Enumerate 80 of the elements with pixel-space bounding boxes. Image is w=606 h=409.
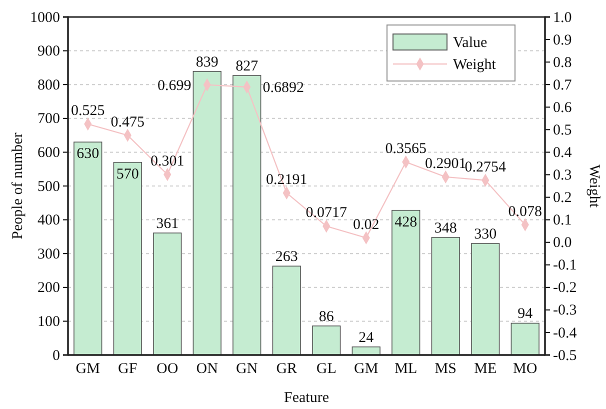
y-tick-label: 700 (38, 111, 60, 128)
x-tick-label: MO (513, 361, 538, 377)
y2-tick-label: -0.4 (553, 325, 578, 342)
y2-tick-label: -0.2 (553, 280, 577, 296)
y2-tick-label: 0.4 (553, 145, 572, 161)
y-tick-label: 1000 (30, 10, 60, 26)
bar (431, 236, 460, 356)
data-label: 0.525 (71, 103, 105, 120)
data-label: 0.475 (110, 114, 144, 130)
data-label: 428 (394, 214, 418, 230)
y-tick-label: 100 (38, 314, 60, 330)
y-tick-label: 200 (38, 280, 60, 296)
y2-tick-label: -0.3 (553, 302, 577, 319)
data-label: 0.6892 (262, 80, 304, 96)
x-tick-label: GM (76, 361, 100, 377)
y-tick-label: 800 (38, 77, 60, 94)
y-axis-title: People of number (10, 132, 26, 240)
data-label: 0.02 (353, 216, 380, 233)
bar (352, 346, 380, 356)
data-label: 839 (196, 54, 218, 70)
y2-tick-label: 0.9 (553, 32, 572, 48)
y2-tick-label: -0.1 (553, 258, 577, 274)
legend-label: Value (453, 35, 488, 51)
data-label: 570 (116, 166, 139, 182)
data-label: 0.2901 (425, 156, 466, 172)
bar (510, 322, 540, 356)
bar (113, 162, 142, 356)
y2-tick-label: 1.0 (553, 10, 572, 26)
y2-tick-label: -0.5 (553, 348, 577, 364)
data-label: 348 (434, 220, 457, 236)
y-tick-label: 500 (38, 178, 60, 195)
bar (272, 266, 301, 356)
data-label: 330 (474, 226, 497, 242)
x-tick-label: GN (236, 361, 258, 377)
data-label: 630 (76, 146, 100, 162)
y-tick-label: 300 (38, 246, 60, 262)
y2-tick-label: 0.5 (553, 122, 572, 138)
y2-tick-label: 0.7 (553, 77, 572, 94)
x-tick-label: GM (354, 361, 378, 377)
y2-axis-title: Weight (586, 164, 602, 208)
data-label: 0.3565 (385, 141, 426, 157)
x-axis-title: Feature (284, 390, 330, 406)
y2-tick-label: 0.0 (553, 235, 572, 252)
data-label: 263 (275, 249, 298, 266)
y-tick-label: 900 (38, 44, 60, 60)
bar (232, 75, 262, 356)
data-label: 827 (236, 58, 259, 74)
y2-tick-label: 0.3 (553, 168, 572, 184)
x-tick-label: ON (196, 361, 218, 377)
data-label: 0.0717 (306, 205, 348, 222)
bar (153, 232, 182, 356)
x-tick-label: OO (156, 361, 178, 377)
data-label: 0.2191 (266, 172, 308, 188)
x-tick-label: GR (276, 361, 298, 377)
data-label: 0.699 (157, 78, 192, 94)
y2-tick-label: 0.8 (553, 54, 572, 71)
y2-tick-label: 0.6 (553, 100, 572, 116)
y2-tick-label: 0.2 (553, 190, 572, 206)
data-label: 0.2754 (464, 159, 506, 176)
data-label: 24 (358, 330, 374, 346)
bar (392, 210, 420, 356)
data-label: 0.078 (508, 204, 542, 220)
x-tick-label: GF (118, 361, 138, 377)
x-tick-label: GL (316, 361, 336, 377)
bar (312, 326, 341, 356)
y-tick-label: 400 (38, 212, 60, 229)
data-label: 361 (156, 216, 179, 232)
y-tick-label: 600 (38, 145, 60, 161)
legend-label: Weight (453, 57, 497, 73)
x-tick-label: MS (434, 361, 456, 377)
data-label: 86 (318, 308, 334, 325)
bar (74, 142, 102, 356)
x-tick-label: ML (394, 361, 418, 377)
x-tick-label: ME (474, 361, 497, 377)
bar (471, 243, 500, 356)
y2-tick-label: 0.1 (553, 212, 572, 229)
data-label: 0.301 (150, 154, 184, 170)
data-label: 94 (518, 306, 534, 322)
bar (192, 71, 222, 356)
y-tick-label: 0 (52, 348, 60, 364)
